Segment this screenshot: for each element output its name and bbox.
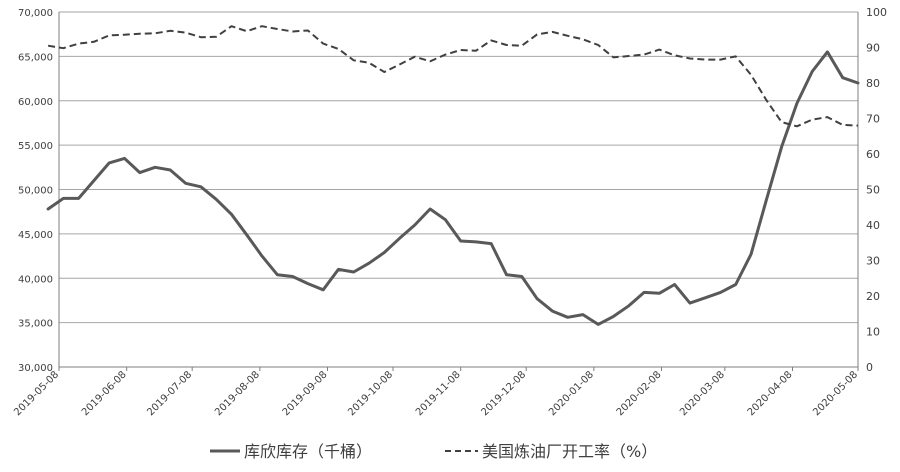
series-lines [46, 25, 860, 326]
left-tick-label: 35,000 [18, 319, 53, 330]
right-tick-label: 60 [866, 148, 880, 161]
right-tick-label: 90 [866, 42, 880, 55]
right-tick-label: 50 [866, 184, 880, 197]
left-axis-tick-labels: 30,000 35,000 40,000 45,000 50,000 55,000 60,0… [18, 8, 53, 374]
left-tick-label: 40,000 [18, 274, 53, 285]
right-axis-tick-labels: 0 10 20 30 40 50 60 70 80 90 100 [866, 6, 887, 374]
right-tick-label: 80 [866, 77, 880, 90]
right-tick-label: 20 [866, 290, 880, 303]
legend-label-utilization: 美国炼油厂开工率（%） [482, 442, 657, 461]
legend: 库欣库存（千桶） 美国炼油厂开工率（%） [210, 442, 657, 461]
right-tick-label: 10 [866, 326, 880, 339]
left-tick-label: 50,000 [18, 186, 53, 197]
right-tick-label: 70 [866, 113, 880, 126]
right-tick-label: 40 [866, 219, 880, 232]
right-tick-label: 100 [866, 6, 887, 19]
left-tick-label: 60,000 [18, 97, 53, 108]
series-line-utilization [47, 25, 859, 128]
left-tick-label: 65,000 [18, 52, 53, 63]
left-tick-label: 55,000 [18, 141, 53, 152]
right-tick-label: 30 [866, 255, 880, 268]
right-tick-label: 0 [866, 361, 873, 374]
series-line-inventory [46, 50, 860, 326]
legend-label-inventory: 库欣库存（千桶） [244, 442, 372, 461]
left-tick-label: 45,000 [18, 230, 53, 241]
axes [58, 12, 859, 371]
left-tick-label: 30,000 [18, 363, 53, 374]
left-tick-label: 70,000 [18, 8, 53, 19]
